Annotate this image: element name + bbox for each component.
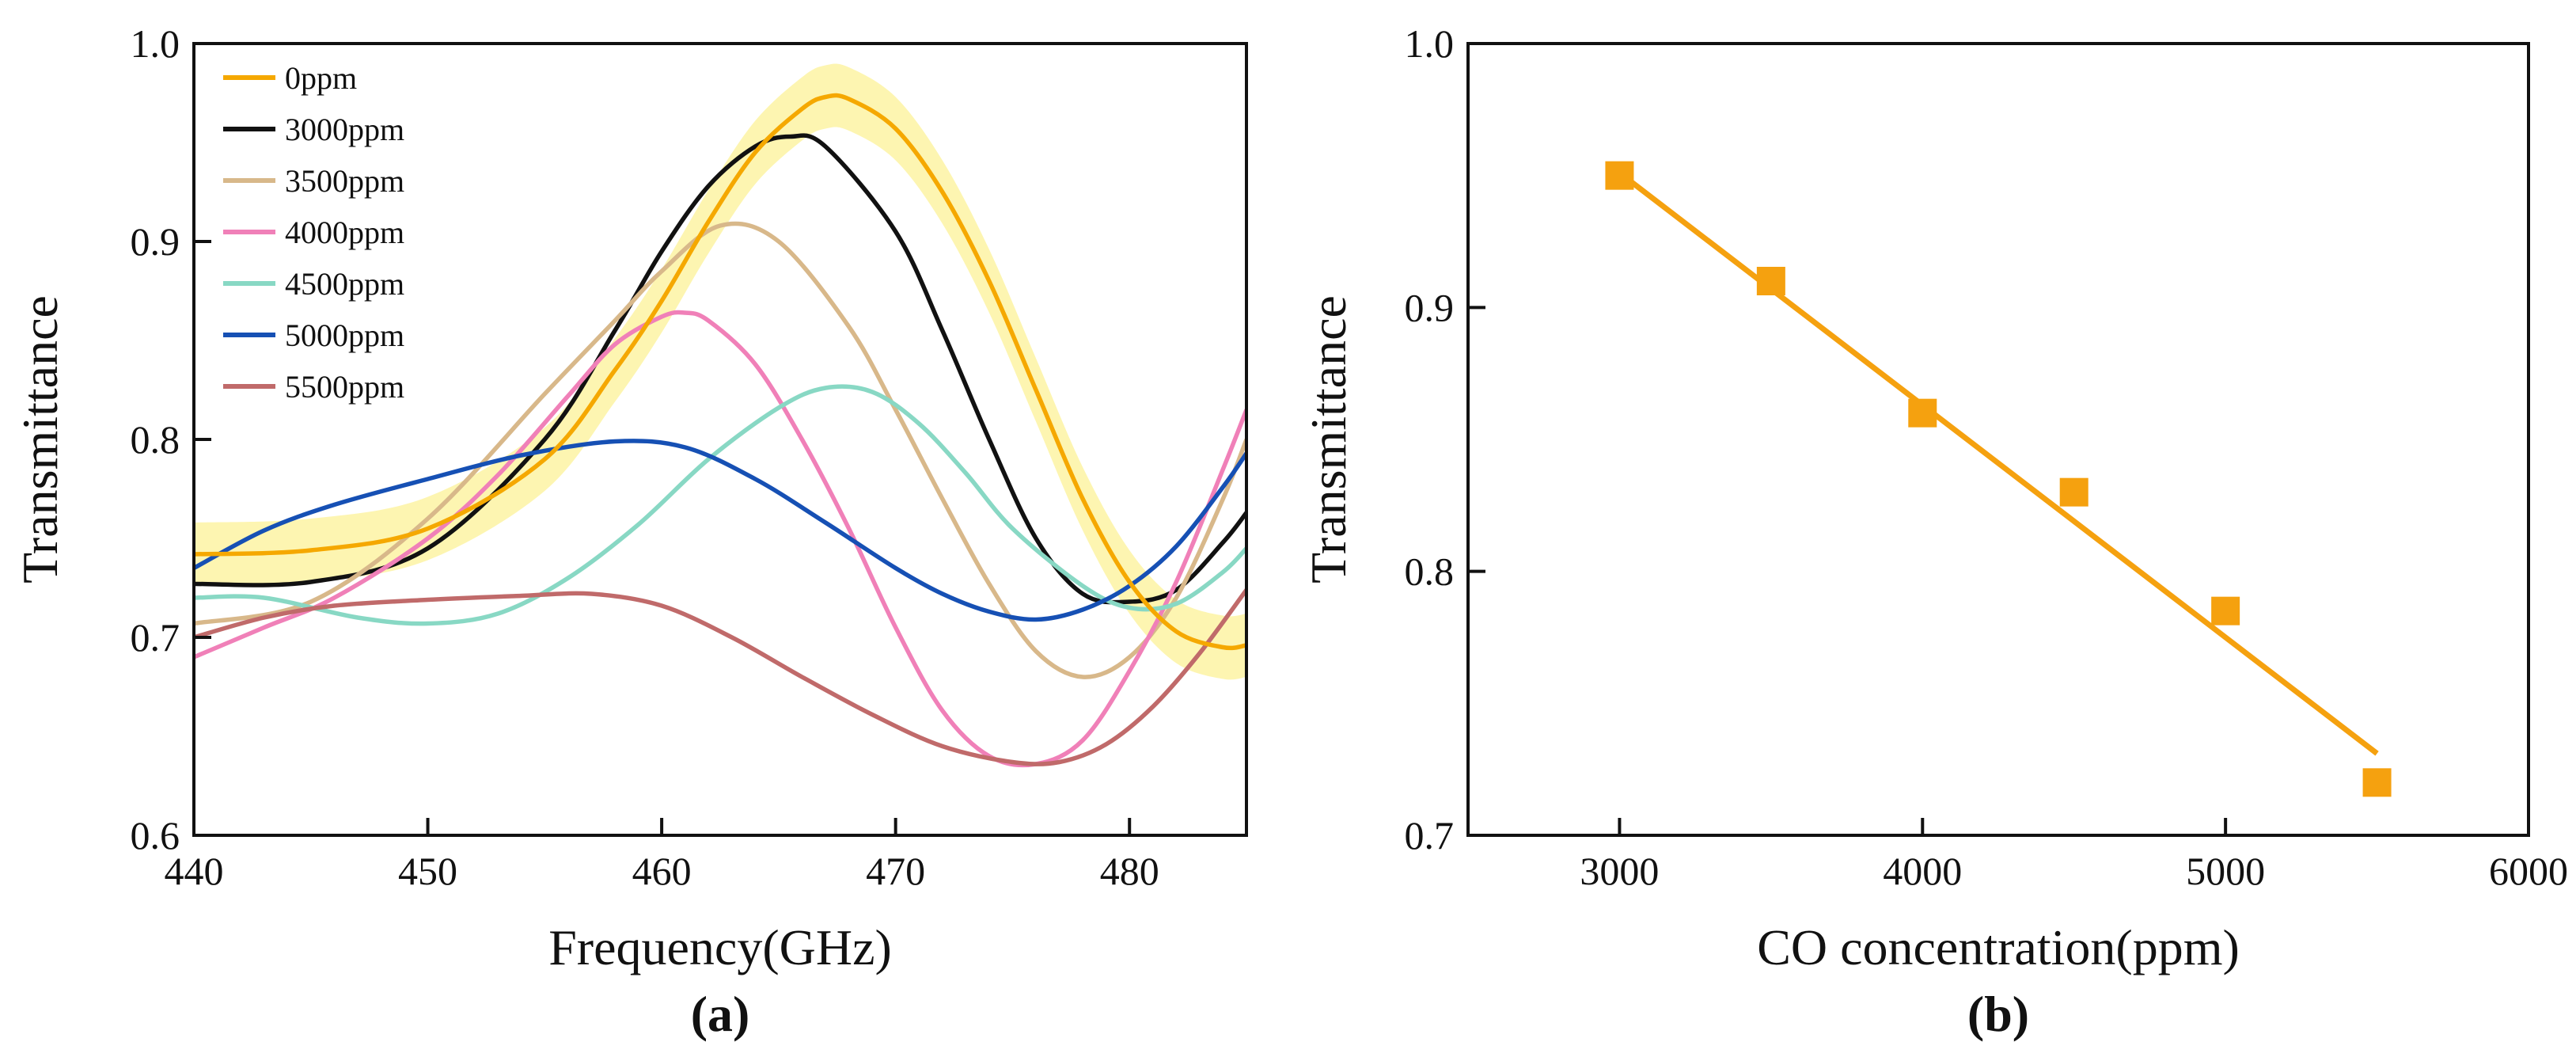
a-series-layer: [194, 93, 1246, 768]
a-panel-label: (a): [691, 986, 750, 1042]
a-y-tick-label: 0.6: [131, 813, 180, 857]
b-data-point: [2059, 477, 2088, 507]
a-legend-label-3500ppm: 3500ppm: [285, 163, 404, 199]
b-x-tick-label: 6000: [2489, 849, 2568, 893]
a-plot-frame: [192, 42, 1248, 837]
a-x-tick-label: 480: [1100, 849, 1159, 893]
a-legend-label-5500ppm: 5500ppm: [285, 369, 404, 405]
a-legend-label-3000ppm: 3000ppm: [285, 112, 404, 147]
b-data-point: [2211, 596, 2240, 625]
b-x-axis-title: CO concentration(ppm): [1757, 919, 2240, 975]
b-x-tick-label: 3000: [1580, 849, 1659, 893]
a-series-line-5500ppm: [194, 588, 1246, 766]
a-x-tick-label: 460: [632, 849, 692, 893]
b-y-axis-title: Transmittance: [1300, 295, 1356, 584]
b-data-point: [1605, 161, 1634, 190]
a-series-line-5000ppm: [194, 439, 1246, 622]
a-x-axis-title: Frequency(GHz): [548, 919, 892, 975]
b-plot-frame: [1466, 42, 2530, 837]
b-data-point: [1908, 398, 1937, 428]
b-y-tick-label: 1.0: [1405, 21, 1455, 66]
a-y-tick-label: 1.0: [131, 21, 180, 66]
a-x-tick-label: 440: [165, 849, 224, 893]
a-x-tick-label: 470: [866, 849, 925, 893]
a-series-line-4500ppm: [194, 384, 1246, 626]
a-x-tick-label: 450: [398, 849, 457, 893]
b-y-tick-label: 0.9: [1405, 285, 1455, 329]
b-x-tick-label: 5000: [2186, 849, 2265, 893]
a-series-line-0ppm: [194, 93, 1246, 651]
b-fit-line: [1618, 170, 2379, 756]
b-panel-label: (b): [1967, 986, 2029, 1042]
a-y-tick-label: 0.9: [131, 219, 180, 264]
a-legend-label-4000ppm: 4000ppm: [285, 215, 404, 250]
b-data-point: [1756, 267, 1785, 295]
a-legend: 0ppm 3000ppm 3500ppm 4000ppm 4500ppm 5000ppm 5…: [223, 60, 404, 405]
b-y-tick-label: 0.7: [1405, 813, 1455, 857]
a-series-line-3500ppm: [194, 221, 1246, 679]
b-y-tick-label: 0.8: [1405, 549, 1455, 594]
a-tick-layer: 440 450 460 470 480 0.6 0.7 0.8 0.9 1.0: [131, 21, 1159, 893]
b-series-layer: [1605, 161, 2392, 797]
panel-b: 3000 4000 5000 6000 0.7 0.8 0.9 1.0 Transmittan…: [1300, 21, 2568, 1042]
a-legend-label-5000ppm: 5000ppm: [285, 317, 404, 353]
a-legend-label-4500ppm: 4500ppm: [285, 266, 404, 302]
b-tick-layer: 3000 4000 5000 6000 0.7 0.8 0.9 1.0: [1405, 21, 2569, 893]
a-y-axis-title: Transmittance: [12, 295, 68, 584]
a-y-tick-label: 0.7: [131, 615, 180, 660]
panel-a: 440 450 460 470 480 0.6 0.7 0.8 0.9 1.0 0ppm 3000p…: [12, 21, 1248, 1042]
b-data-point: [2362, 768, 2392, 797]
a-y-tick-label: 0.8: [131, 417, 180, 462]
b-x-tick-label: 4000: [1883, 849, 1962, 893]
a-legend-label-0ppm: 0ppm: [285, 60, 357, 96]
